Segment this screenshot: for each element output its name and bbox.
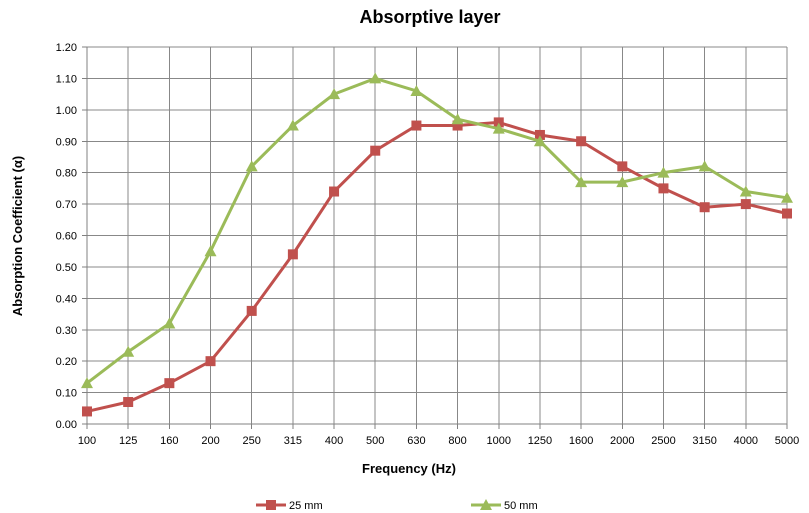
x-tick-label: 800 — [448, 435, 466, 447]
legend-item: 25 mm — [256, 500, 323, 512]
x-tick-label: 5000 — [775, 435, 799, 447]
data-point — [534, 129, 545, 140]
series-2 — [81, 72, 793, 389]
x-tick-label: 630 — [407, 435, 425, 447]
legend-marker — [266, 500, 276, 510]
data-point — [781, 191, 793, 203]
data-point — [493, 117, 504, 128]
data-point — [246, 305, 257, 316]
data-point — [287, 249, 298, 260]
data-point — [576, 136, 587, 147]
x-tick-label: 100 — [78, 435, 96, 447]
data-point — [533, 135, 546, 147]
x-tick-label: 3150 — [692, 435, 716, 447]
series-line — [86, 76, 788, 385]
data-point — [782, 208, 792, 219]
data-point — [205, 356, 216, 367]
x-tick-label: 400 — [325, 435, 343, 447]
legend-label: 50 mm — [504, 500, 538, 512]
data-point — [699, 202, 710, 213]
legend-label: 25 mm — [289, 500, 323, 512]
data-point — [451, 113, 464, 125]
data-point — [575, 176, 588, 188]
x-tick-label: 315 — [284, 435, 302, 447]
x-tick-label: 500 — [366, 435, 384, 447]
x-axis-ticks: 100 125 160 200 250 315 400 500 630 800 1000 1250 16… — [78, 424, 799, 447]
x-tick-label: 250 — [243, 435, 261, 447]
y-axis-ticks: 0.00 0.10 0.20 0.30 0.40 0.50 0.60 0.70 0.80 0.90… — [56, 42, 87, 431]
x-tick-label: 4000 — [734, 435, 758, 447]
data-point — [82, 406, 92, 417]
y-tick-label: 1.10 — [56, 73, 77, 85]
series-1 — [82, 117, 792, 417]
data-point — [164, 378, 175, 389]
y-tick-label: 1.20 — [56, 42, 77, 54]
y-tick-label: 0.90 — [56, 136, 77, 148]
x-tick-label: 200 — [201, 435, 219, 447]
x-axis-title: Frequency (Hz) — [362, 461, 456, 476]
data-point — [740, 199, 751, 210]
data-point — [658, 183, 669, 194]
y-tick-label: 0.30 — [56, 325, 77, 337]
data-point — [411, 120, 422, 131]
data-point — [245, 160, 258, 172]
data-point — [739, 185, 752, 197]
legend-marker — [480, 499, 492, 510]
series-line — [86, 120, 788, 413]
x-tick-label: 2000 — [610, 435, 634, 447]
data-point — [617, 161, 628, 172]
y-tick-label: 0.70 — [56, 199, 77, 211]
y-tick-label: 0.20 — [56, 356, 77, 368]
y-axis-title: Absorption Coefficient (α) — [10, 156, 25, 316]
y-tick-label: 0.40 — [56, 293, 77, 305]
y-tick-label: 0.60 — [56, 231, 77, 243]
data-point — [452, 120, 463, 131]
chart-title: Absorptive layer — [359, 7, 500, 27]
y-tick-label: 1.00 — [56, 105, 77, 117]
x-tick-label: 1250 — [528, 435, 552, 447]
x-tick-label: 2500 — [651, 435, 675, 447]
y-tick-label: 0.80 — [56, 168, 77, 180]
y-tick-label: 0.10 — [56, 388, 77, 400]
x-tick-label: 1600 — [569, 435, 593, 447]
data-point — [616, 176, 629, 188]
legend-item: 50 mm — [471, 499, 538, 512]
data-point — [657, 166, 670, 178]
y-tick-label: 0.00 — [56, 419, 77, 431]
data-point — [81, 377, 93, 389]
data-point — [698, 160, 711, 172]
data-point — [328, 88, 341, 100]
data-point — [123, 397, 134, 408]
legend: 25 mm 50 mm — [256, 499, 538, 512]
data-point — [329, 186, 340, 197]
data-point — [122, 345, 135, 357]
data-point — [492, 122, 505, 134]
data-point — [369, 72, 382, 84]
y-tick-label: 0.50 — [56, 262, 77, 274]
data-point — [286, 119, 299, 131]
x-tick-label: 160 — [160, 435, 178, 447]
data-point — [410, 84, 423, 96]
data-series — [81, 72, 793, 417]
data-point — [163, 317, 176, 329]
data-point — [370, 145, 381, 156]
x-tick-label: 125 — [119, 435, 137, 447]
data-point — [204, 245, 217, 257]
x-tick-label: 1000 — [487, 435, 511, 447]
